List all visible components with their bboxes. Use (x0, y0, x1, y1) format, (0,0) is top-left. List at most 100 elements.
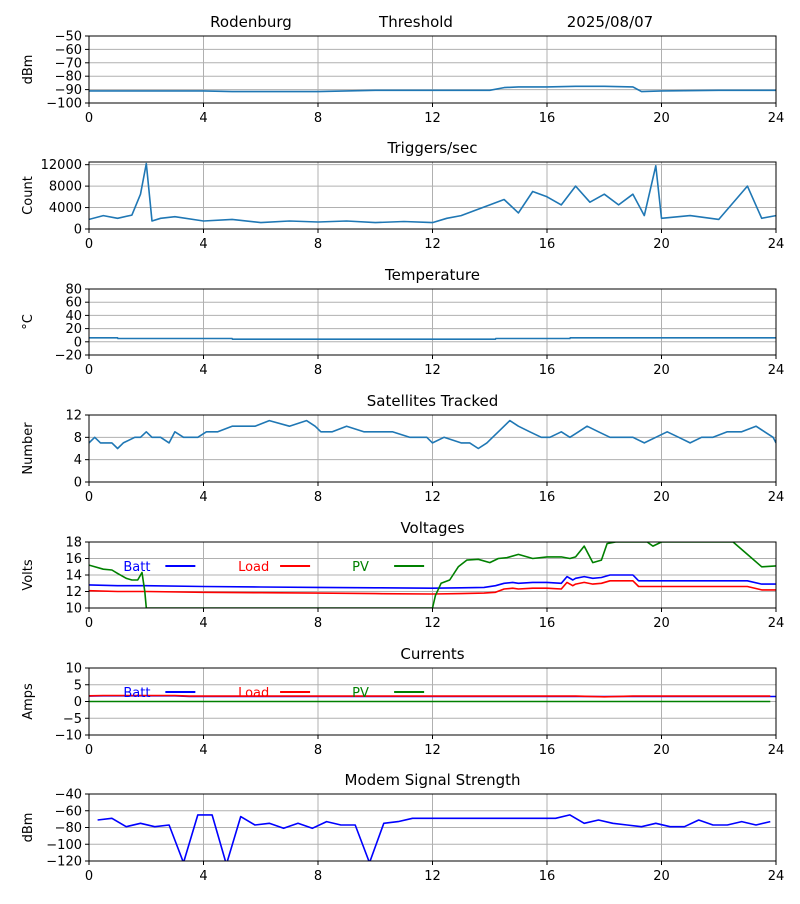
legend-label-pv: PV (352, 560, 369, 575)
x-tick-label: 0 (85, 490, 93, 505)
x-tick-label: 8 (314, 743, 322, 758)
x-tick-label: 20 (653, 363, 670, 378)
y-tick-label: −10 (55, 729, 82, 744)
x-tick-label: 0 (85, 616, 93, 631)
modem-panel: 0 4 8 12 16 20 24 −120 −100 −80 −60−40 Modem Signal… (21, 771, 784, 884)
x-tick-label: 24 (768, 743, 785, 758)
x-tick-label: 4 (199, 869, 207, 884)
series-line-0 (97, 814, 771, 861)
y-tick-label: 80 (65, 283, 82, 298)
y-tick-label: 8000 (49, 180, 82, 195)
y-tick-label: −20 (55, 349, 82, 364)
x-tick-label: 4 (199, 490, 207, 505)
voltages-ylabel: Volts (21, 559, 36, 591)
x-tick-label: 0 (85, 363, 93, 378)
x-tick-label: 4 (199, 743, 207, 758)
series-line-0 (89, 162, 776, 224)
x-tick-label: 12 (424, 743, 441, 758)
legend-label-load: Load (238, 686, 269, 701)
y-tick-label: 12 (65, 585, 82, 600)
series-line-0 (89, 336, 776, 341)
y-tick-label: 12 (65, 409, 82, 424)
triggers-ylabel: Count (21, 176, 36, 215)
series-line-batt (89, 574, 776, 590)
modem-ylabel: dBm (21, 813, 36, 843)
y-tick-label: −60 (55, 43, 82, 58)
x-tick-label: 0 (85, 111, 93, 126)
x-tick-label: 12 (424, 237, 441, 252)
triggers-panel: 0 4 8 12 16 20 24 0 4000 8000 12000 Triggers/sec Cou… (21, 139, 784, 252)
currents-title: Currents (400, 645, 464, 663)
temperature-title: Temperature (384, 266, 480, 284)
legend-label-load: Load (238, 560, 269, 575)
y-tick-label: 12000 (41, 158, 82, 173)
y-tick-label: −100 (46, 838, 82, 853)
series-line-load (89, 579, 776, 595)
y-tick-label: 0 (74, 223, 82, 238)
x-tick-label: 0 (85, 869, 93, 884)
x-tick-label: 20 (653, 111, 670, 126)
x-tick-label: 4 (199, 363, 207, 378)
satellites-panel: 0 4 8 12 16 20 24 0 4 8 12 Satellites Tracked Number (21, 392, 784, 505)
x-tick-label: 24 (768, 616, 785, 631)
x-tick-label: 16 (539, 111, 556, 126)
satellites-ylabel: Number (21, 422, 36, 475)
currents-panel: 0 4 8 12 16 20 24 −10 −5 0 510 Currents Amps Batt Load… (21, 645, 784, 758)
y-tick-label: 20 (65, 322, 82, 337)
voltages-title: Voltages (400, 519, 464, 537)
header-station: Rodenburg (210, 13, 292, 31)
x-tick-label: 16 (539, 490, 556, 505)
y-tick-label: −50 (55, 30, 82, 45)
x-tick-label: 8 (314, 869, 322, 884)
x-tick-label: 12 (424, 363, 441, 378)
header-mode: Threshold (378, 13, 453, 31)
y-tick-label: −70 (55, 56, 82, 71)
y-tick-label: −80 (55, 821, 82, 836)
x-tick-label: 20 (653, 869, 670, 884)
modem-title: Modem Signal Strength (345, 771, 521, 789)
x-tick-label: 20 (653, 237, 670, 252)
x-tick-label: 16 (539, 869, 556, 884)
series-line-0 (89, 419, 776, 450)
x-tick-label: 24 (768, 363, 785, 378)
header-date: 2025/08/07 (567, 13, 653, 31)
x-tick-label: 8 (314, 111, 322, 126)
y-tick-label: 4000 (49, 201, 82, 216)
y-tick-label: 5 (74, 678, 82, 693)
temperature-ylabel: °C (21, 314, 36, 330)
y-tick-label: 60 (65, 296, 82, 311)
x-tick-label: 12 (424, 111, 441, 126)
series-line-load (89, 694, 771, 698)
x-tick-label: 12 (424, 616, 441, 631)
y-tick-label: 8 (74, 431, 82, 446)
legend-label-batt: Batt (123, 686, 150, 701)
x-tick-label: 16 (539, 237, 556, 252)
y-tick-label: 0 (74, 335, 82, 350)
currents-ylabel: Amps (21, 683, 36, 720)
triggers-title: Triggers/sec (387, 139, 478, 157)
x-tick-label: 24 (768, 237, 785, 252)
y-tick-label: 10 (65, 662, 82, 677)
series-line-pv (89, 542, 776, 608)
x-tick-label: 8 (314, 237, 322, 252)
x-tick-label: 24 (768, 111, 785, 126)
x-tick-label: 20 (653, 490, 670, 505)
x-tick-label: 24 (768, 869, 785, 884)
x-tick-label: 0 (85, 237, 93, 252)
x-tick-label: 4 (199, 616, 207, 631)
x-tick-label: 20 (653, 616, 670, 631)
x-tick-label: 8 (314, 616, 322, 631)
y-tick-label: 40 (65, 309, 82, 324)
x-tick-label: 0 (85, 743, 93, 758)
noise-ylabel: dBm (21, 55, 36, 85)
y-tick-label: 4 (74, 453, 82, 468)
x-tick-label: 4 (199, 237, 207, 252)
x-tick-label: 4 (199, 111, 207, 126)
x-tick-label: 12 (424, 869, 441, 884)
y-tick-label: 0 (74, 476, 82, 491)
x-tick-label: 8 (314, 363, 322, 378)
x-tick-label: 24 (768, 490, 785, 505)
y-tick-label: 16 (65, 552, 82, 567)
